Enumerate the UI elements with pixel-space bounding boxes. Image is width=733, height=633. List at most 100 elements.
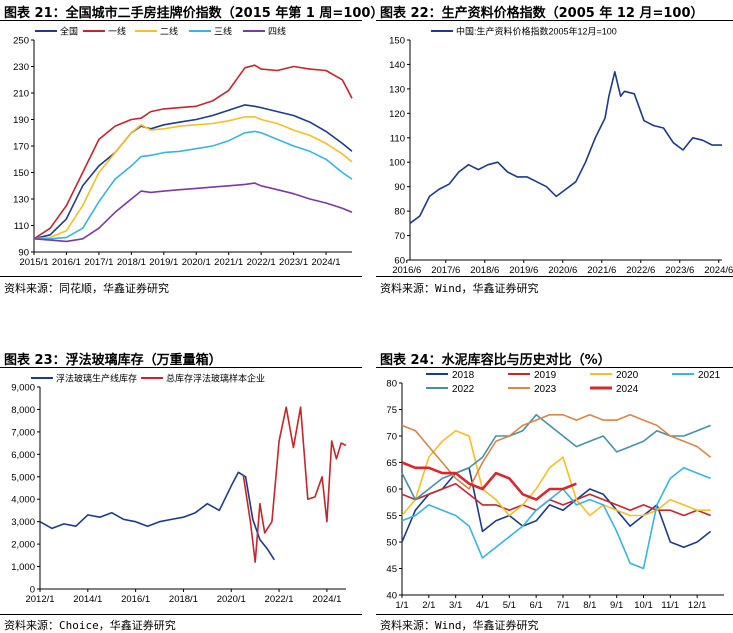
legend-label: 总库存浮法玻璃样本企业: [166, 373, 265, 384]
y-tick-label: 170: [13, 142, 29, 153]
x-tick-label: 1/1: [395, 600, 408, 611]
panel-1-source-rule: [0, 276, 362, 277]
x-tick-label: 2018/1: [117, 257, 146, 268]
y-tick-label: 60: [394, 256, 405, 267]
x-tick-label: 2022/1: [265, 594, 294, 605]
y-tick-label: 55: [386, 511, 397, 522]
y-tick-label: 45: [386, 564, 397, 575]
x-tick-label: 11/1: [661, 600, 679, 611]
y-tick-label: 60: [386, 485, 397, 496]
y-tick-label: 7,000: [11, 427, 35, 438]
y-tick-label: 65: [386, 458, 397, 469]
legend-label: 一线: [108, 26, 126, 37]
y-tick-label: 140: [389, 60, 405, 71]
series-line-5: [401, 413, 712, 490]
series-line-0: [401, 467, 712, 549]
legend-label: 三线: [214, 26, 232, 37]
x-tick-label: 2017/1: [84, 257, 113, 268]
y-tick-label: 80: [394, 207, 405, 218]
series-line-3: [401, 467, 711, 570]
legend-label: 浮法玻璃生产线库存: [56, 373, 137, 384]
legend-label: 2019: [534, 370, 557, 381]
legend-label: 2020: [616, 370, 639, 381]
series-line-4: [33, 182, 353, 243]
y-tick-label: 150: [13, 168, 29, 179]
y-tick-label: 250: [13, 36, 29, 47]
panel-2-source-rule: [376, 276, 733, 277]
y-tick-label: 75: [386, 405, 397, 416]
y-tick-label: 50: [386, 538, 397, 549]
y-tick-label: 1,000: [11, 562, 35, 573]
panel-2-source: 资料来源：Wind，华鑫证券研究: [380, 282, 539, 295]
legend-label: 2023: [534, 384, 557, 395]
y-tick-label: 0: [30, 585, 35, 596]
chart-2-production-material-index: 60 70 80 90 100 110 120 130 140 150 2016/6 2017/6 20…: [389, 26, 733, 277]
y-tick-label: 110: [14, 221, 29, 232]
y-tick-label: 70: [394, 231, 405, 242]
y-tick-label: 8,000: [11, 405, 35, 416]
y-tick-label: 90: [18, 248, 29, 259]
series-line-0: [33, 104, 353, 240]
x-tick-label: 2022/6: [626, 265, 655, 276]
x-tick-label: 2024/6: [704, 265, 733, 276]
panel-3-source: 资料来源：Choice，华鑫证券研究: [4, 619, 176, 632]
x-tick-label: 2/1: [422, 600, 435, 611]
x-tick-label: 2021/1: [214, 257, 243, 268]
x-tick-label: 2020/6: [548, 265, 577, 276]
chart-4-cement-inventory-ratio: 40 45 50 55 60 65 70 75 80 1/1 2/1 3/1 4/1 5/1 6/1 7/1 8…: [386, 370, 724, 611]
y-tick-label: 9,000: [11, 383, 35, 394]
series-line-2: [33, 116, 353, 240]
y-tick-label: 40: [386, 591, 397, 602]
series-line-0: [409, 70, 722, 224]
series-line-6: [401, 461, 577, 501]
legend-label: 2022: [452, 384, 475, 395]
y-tick-label: 150: [389, 36, 405, 47]
legend-label: 2024: [616, 384, 639, 395]
x-tick-label: 6/1: [530, 600, 543, 611]
panel-3-title-rule: [0, 367, 362, 368]
x-tick-label: 2019/1: [149, 257, 178, 268]
series-line-0: [39, 471, 275, 561]
y-tick-label: 130: [13, 195, 29, 206]
x-tick-label: 2016/1: [52, 257, 81, 268]
y-tick-label: 130: [389, 84, 405, 95]
legend-label: 2018: [452, 370, 475, 381]
panel-2-title: 图表 22：生产资料价格指数（2005 年 12 月=100）: [380, 6, 704, 21]
y-tick-label: 90: [394, 182, 405, 193]
x-tick-label: 2015/1: [19, 257, 48, 268]
panel-3-title: 图表 23：浮法玻璃库存（万重量箱）: [4, 353, 222, 368]
x-tick-label: 2024/1: [312, 594, 341, 605]
y-tick-label: 100: [389, 158, 405, 169]
y-tick-label: 5,000: [11, 472, 35, 483]
x-tick-label: 2024/1: [312, 257, 341, 268]
x-tick-label: 2022/1: [247, 257, 276, 268]
x-tick-label: 2016/6: [392, 265, 421, 276]
x-tick-label: 2023/6: [665, 265, 694, 276]
x-tick-label: 10/1: [634, 600, 653, 611]
y-tick-label: 80: [386, 379, 397, 390]
x-tick-label: 12/1: [688, 600, 707, 611]
y-tick-label: 210: [13, 89, 29, 100]
legend-label: 四线: [268, 26, 286, 37]
legend-label: 中国:生产资料价格指数2005年12月=100: [456, 26, 617, 37]
legend-label: 全国: [60, 26, 78, 37]
x-tick-label: 2017/6: [431, 265, 460, 276]
panel-4-title: 图表 24：水泥库容比与历史对比（%）: [380, 353, 611, 368]
x-tick-label: 2016/1: [121, 594, 150, 605]
series-line-2: [401, 429, 711, 517]
x-tick-label: 2018/1: [169, 594, 198, 605]
x-tick-label: 2018/6: [470, 265, 499, 276]
panel-1-source: 资料来源：同花顺，华鑫证券研究: [4, 282, 169, 295]
y-tick-label: 120: [389, 109, 405, 120]
y-tick-label: 6,000: [11, 450, 35, 461]
y-tick-label: 3,000: [11, 517, 35, 528]
legend-label: 二线: [160, 26, 178, 37]
series-line-3: [34, 130, 353, 240]
panel-4-title-rule: [376, 367, 733, 368]
x-tick-label: 5/1: [503, 600, 516, 611]
legend-label: 2021: [698, 370, 721, 381]
panel-3-source-rule: [0, 614, 362, 615]
y-tick-label: 4,000: [11, 495, 35, 506]
panel-4-source-rule: [376, 614, 733, 615]
